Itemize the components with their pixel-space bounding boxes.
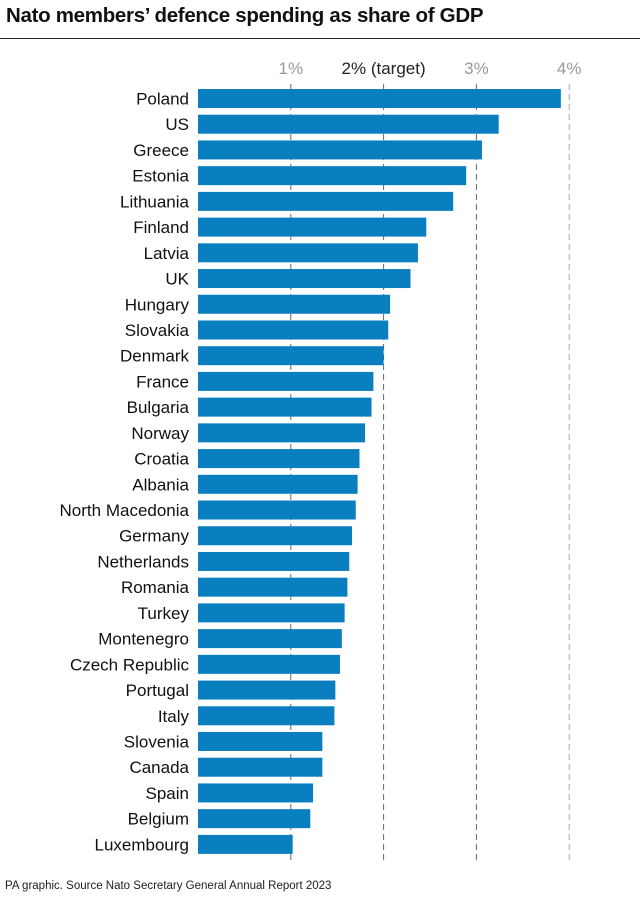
category-label: Finland <box>133 218 189 237</box>
category-label: Germany <box>119 527 189 546</box>
category-label: France <box>136 372 189 391</box>
category-label: Norway <box>131 424 189 443</box>
category-label: Latvia <box>144 244 190 263</box>
chart-title: Nato members’ defence spending as share … <box>6 4 484 27</box>
bar <box>198 474 358 494</box>
bar <box>198 89 561 108</box>
bar <box>198 629 342 649</box>
bar <box>198 191 454 211</box>
bar <box>198 654 340 674</box>
category-label: US <box>165 115 189 134</box>
category-label: Albania <box>132 475 189 494</box>
bar <box>198 809 311 829</box>
category-label: Romania <box>121 578 190 597</box>
bar <box>198 500 356 520</box>
tick-label: 2% (target) <box>342 59 426 78</box>
category-label: Poland <box>136 90 189 109</box>
bar <box>198 834 293 854</box>
category-label: Croatia <box>134 450 189 469</box>
bar <box>198 140 482 160</box>
bar <box>198 217 427 237</box>
bar <box>198 423 366 443</box>
bar <box>198 371 374 391</box>
bar <box>198 269 411 289</box>
category-label: Italy <box>158 707 190 726</box>
bar <box>198 320 389 340</box>
category-label: Luxembourg <box>94 835 189 854</box>
category-label: Spain <box>146 784 189 803</box>
bar <box>198 783 314 803</box>
tick-label: 3% <box>464 59 489 78</box>
bar <box>198 243 418 263</box>
category-label: Bulgaria <box>127 398 190 417</box>
tick-label: 1% <box>279 59 304 78</box>
category-label: Portugal <box>126 681 189 700</box>
category-label: Czech Republic <box>70 655 190 674</box>
bar <box>198 680 336 700</box>
bar-chart: 1% 2% (target) 3% 4% Poland US Greece Estonia Li… <box>60 59 582 861</box>
bar <box>198 732 323 751</box>
bar <box>198 757 323 777</box>
category-label: UK <box>165 270 189 289</box>
category-label: Belgium <box>128 810 189 829</box>
bar <box>198 346 384 366</box>
category-label: Denmark <box>120 347 189 366</box>
category-label: North Macedonia <box>60 501 190 520</box>
category-label: Slovenia <box>124 733 190 752</box>
bar <box>198 449 360 469</box>
tick-label: 4% <box>557 59 582 78</box>
category-label: Estonia <box>132 167 189 186</box>
bar <box>198 603 345 623</box>
category-label: Greece <box>133 141 189 160</box>
bar <box>198 526 353 546</box>
category-label: Hungary <box>125 295 190 314</box>
bar <box>198 397 372 417</box>
bar <box>198 551 350 571</box>
bar <box>198 166 467 186</box>
category-label: Slovakia <box>125 321 190 340</box>
category-label: Montenegro <box>98 630 189 649</box>
title-divider <box>0 38 640 39</box>
category-label: Netherlands <box>97 552 189 571</box>
bar <box>198 114 499 134</box>
category-label: Canada <box>129 758 189 777</box>
bar <box>198 577 348 597</box>
bar <box>198 706 335 726</box>
bar <box>198 294 391 314</box>
category-label: Lithuania <box>120 192 190 211</box>
category-label: Turkey <box>138 604 190 623</box>
source-footer: PA graphic. Source Nato Secretary Genera… <box>5 880 332 892</box>
